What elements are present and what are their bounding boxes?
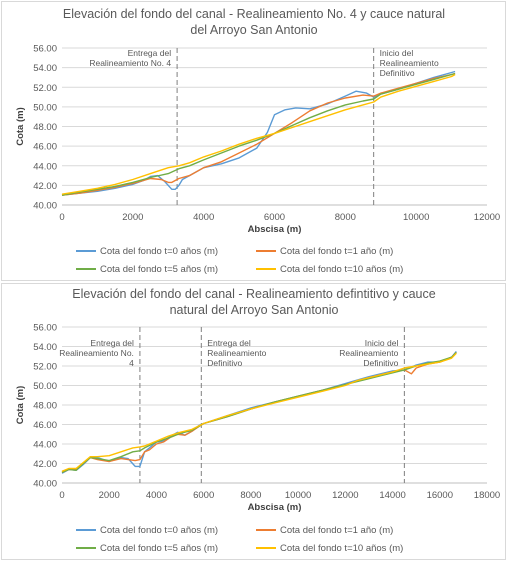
y-tick-label: 50.00 [33, 102, 57, 113]
x-tick-label: 4000 [193, 212, 214, 223]
y-tick-label: 52.00 [33, 83, 57, 94]
y-tick-label: 46.00 [33, 420, 57, 431]
series-line-2 [61, 351, 457, 473]
series-line-4 [61, 73, 456, 195]
y-tick-label: 42.00 [33, 459, 57, 470]
x-tick-label: 12000 [332, 490, 358, 501]
y-tick-label: 48.00 [33, 122, 57, 133]
x-tick-label: 8000 [240, 490, 261, 501]
y-tick-label: 50.00 [33, 381, 57, 392]
y-tick-label: 56.00 [33, 44, 57, 55]
chart-panel-realineamiento-definitivo: Elevación del fondo del canal - Realinea… [1, 283, 506, 560]
annotation-text: Definitivo [380, 68, 415, 78]
legend-label-2: Cota del fondo t=1 año (m) [280, 246, 393, 257]
annotation-text: Entrega del [128, 48, 172, 58]
x-tick-label: 2000 [99, 490, 120, 501]
annotation-text: Realineamiento No. 4 [89, 58, 171, 68]
annotation-text: Entrega del [90, 338, 134, 348]
annotation-text: Inicio del [365, 338, 399, 348]
legend-label-1: Cota del fondo t=0 años (m) [100, 246, 218, 257]
y-axis-label: Cota (m) [15, 107, 26, 146]
y-tick-label: 40.00 [33, 201, 57, 212]
x-tick-label: 16000 [427, 490, 453, 501]
y-axis-label: Cota (m) [15, 386, 26, 425]
legend-label-3: Cota del fondo t=5 años (m) [100, 264, 218, 275]
x-tick-label: 10000 [403, 212, 429, 223]
chart-title-line-1: Elevación del fondo del canal - Realinea… [72, 287, 435, 301]
legend-label-2: Cota del fondo t=1 año (m) [280, 525, 393, 536]
x-tick-label: 0 [59, 212, 64, 223]
chart-title-line-2: natural del Arroyo San Antonio [170, 303, 339, 317]
y-tick-label: 54.00 [33, 342, 57, 353]
y-tick-label: 52.00 [33, 362, 57, 373]
x-tick-label: 8000 [335, 212, 356, 223]
x-axis-label: Abscisa (m) [248, 224, 302, 235]
y-tick-label: 40.00 [33, 479, 57, 490]
y-tick-label: 42.00 [33, 181, 57, 192]
y-tick-label: 46.00 [33, 142, 57, 153]
annotation-text: 4 [129, 358, 134, 368]
x-tick-label: 14000 [379, 490, 405, 501]
x-tick-label: 6000 [264, 212, 285, 223]
x-tick-label: 10000 [285, 490, 311, 501]
chart-title-line-1: Elevación del fondo del canal - Realinea… [63, 7, 445, 21]
annotation-text: Realineamiento [207, 348, 266, 358]
annotation-text: Realineamiento [380, 58, 439, 68]
chart-title-line-2: del Arroyo San Antonio [190, 23, 317, 37]
annotation-text: Inicio del [380, 48, 414, 58]
y-tick-label: 56.00 [33, 323, 57, 334]
x-tick-label: 18000 [474, 490, 500, 501]
series-line-3 [61, 72, 456, 196]
y-tick-label: 44.00 [33, 440, 57, 451]
x-tick-label: 12000 [474, 212, 500, 223]
annotation-text: Definitivo [207, 358, 242, 368]
legend-label-3: Cota del fondo t=5 años (m) [100, 543, 218, 554]
chart-realineamiento-4: Elevación del fondo del canal - Realinea… [15, 7, 500, 275]
chart-panel-realineamiento-4: Elevación del fondo del canal - Realinea… [1, 1, 506, 281]
legend-label-4: Cota del fondo t=10 años (m) [280, 543, 403, 554]
annotation-text: Realineamiento No. [59, 348, 134, 358]
y-tick-label: 48.00 [33, 401, 57, 412]
series-line-4 [61, 352, 457, 472]
x-tick-label: 6000 [193, 490, 214, 501]
x-tick-label: 0 [59, 490, 64, 501]
legend-label-4: Cota del fondo t=10 años (m) [280, 264, 403, 275]
y-tick-label: 44.00 [33, 161, 57, 172]
y-tick-label: 54.00 [33, 63, 57, 74]
x-tick-label: 4000 [146, 490, 167, 501]
x-tick-label: 2000 [122, 212, 143, 223]
annotation-text: Definitivo [363, 358, 398, 368]
x-axis-label: Abscisa (m) [248, 502, 302, 513]
annotation-text: Realineamiento [339, 348, 398, 358]
annotation-text: Entrega del [207, 338, 251, 348]
chart-realineamiento-definitivo: Elevación del fondo del canal - Realinea… [15, 287, 500, 554]
legend-label-1: Cota del fondo t=0 años (m) [100, 525, 218, 536]
series-line-2 [61, 72, 456, 196]
